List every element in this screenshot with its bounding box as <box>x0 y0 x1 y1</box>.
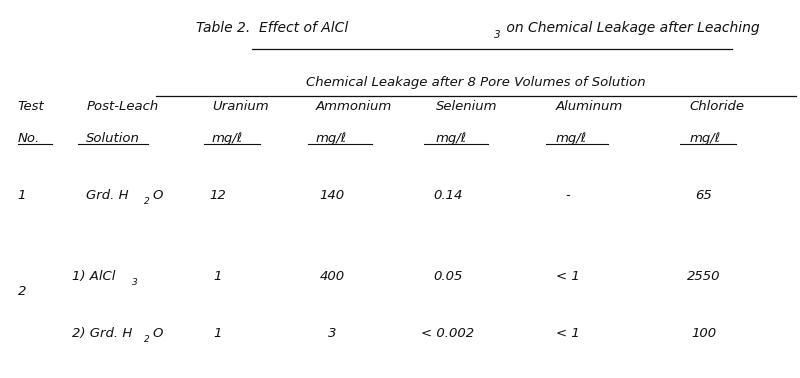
Text: 2: 2 <box>18 285 26 298</box>
Text: mg/ℓ: mg/ℓ <box>316 132 347 145</box>
Text: < 0.002: < 0.002 <box>422 327 474 340</box>
Text: Post-Leach: Post-Leach <box>86 100 158 113</box>
Text: 1) AlCl: 1) AlCl <box>72 270 115 283</box>
Text: O: O <box>153 189 163 202</box>
Text: Table 2.  Effect of AlCl: Table 2. Effect of AlCl <box>196 21 348 35</box>
Text: O: O <box>152 327 162 340</box>
Text: 0.05: 0.05 <box>434 270 462 283</box>
Text: 0.14: 0.14 <box>434 189 462 202</box>
Text: 1: 1 <box>18 189 26 202</box>
Text: 2: 2 <box>144 197 150 206</box>
Text: Ammonium: Ammonium <box>316 100 392 113</box>
Text: Chemical Leakage after 8 Pore Volumes of Solution: Chemical Leakage after 8 Pore Volumes of… <box>306 76 646 88</box>
Text: Solution: Solution <box>86 132 140 145</box>
Text: 3: 3 <box>328 327 336 340</box>
Text: Selenium: Selenium <box>436 100 498 113</box>
Text: Chloride: Chloride <box>690 100 745 113</box>
Text: mg/ℓ: mg/ℓ <box>556 132 587 145</box>
Text: 12: 12 <box>210 189 226 202</box>
Text: 1: 1 <box>214 270 222 283</box>
Text: Grd. H: Grd. H <box>86 189 129 202</box>
Text: 2: 2 <box>144 335 150 344</box>
Text: on Chemical Leakage after Leaching: on Chemical Leakage after Leaching <box>502 21 759 35</box>
Text: < 1: < 1 <box>556 270 580 283</box>
Text: 65: 65 <box>696 189 712 202</box>
Text: 1: 1 <box>214 327 222 340</box>
Text: mg/ℓ: mg/ℓ <box>212 132 243 145</box>
Text: 3: 3 <box>132 278 138 287</box>
Text: 400: 400 <box>319 270 345 283</box>
Text: Test: Test <box>18 100 44 113</box>
Text: No.: No. <box>18 132 40 145</box>
Text: 2) Grd. H: 2) Grd. H <box>72 327 132 340</box>
Text: Aluminum: Aluminum <box>556 100 623 113</box>
Text: mg/ℓ: mg/ℓ <box>436 132 467 145</box>
Text: mg/ℓ: mg/ℓ <box>690 132 721 145</box>
Text: 100: 100 <box>691 327 717 340</box>
Text: 140: 140 <box>319 189 345 202</box>
Text: 2550: 2550 <box>687 270 721 283</box>
Text: 3: 3 <box>494 30 500 40</box>
Text: -: - <box>566 189 570 202</box>
Text: < 1: < 1 <box>556 327 580 340</box>
Text: Uranium: Uranium <box>212 100 269 113</box>
